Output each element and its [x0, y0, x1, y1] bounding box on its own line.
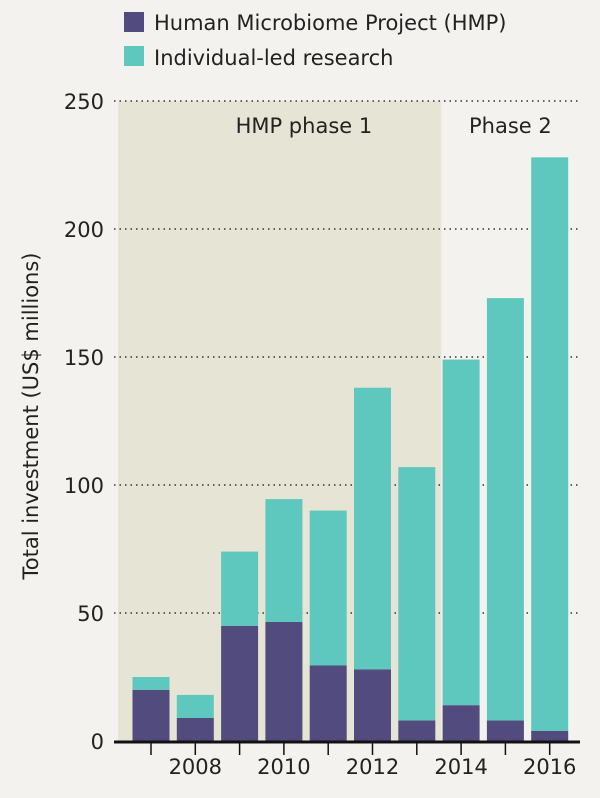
legend-swatch-individual [124, 46, 144, 66]
bar-individual-2013 [398, 467, 436, 721]
phase-1-label: HMP phase 1 [236, 114, 373, 138]
y-tick-label: 200 [64, 218, 104, 242]
bar-hmp-2012 [354, 669, 391, 741]
y-tick-label: 150 [64, 346, 104, 370]
bar-hmp-2007 [132, 689, 170, 741]
x-tick-label: 2012 [346, 755, 399, 779]
bar-hmp-2011 [309, 665, 347, 741]
bar-individual-2014 [442, 359, 480, 706]
bar-individual-2009 [221, 551, 259, 626]
bar-individual-2015 [486, 298, 524, 721]
bar-individual-2008 [176, 694, 214, 718]
bar-hmp-2010 [265, 621, 303, 741]
x-tick-label: 2008 [169, 755, 222, 779]
y-axis-label: Total investment (US$ millions) [19, 253, 43, 581]
y-tick-label: 50 [77, 602, 104, 626]
y-tick-label: 100 [64, 474, 104, 498]
bar-hmp-2014 [442, 705, 480, 741]
bar-hmp-2009 [221, 625, 259, 741]
legend-label-individual: Individual-led research [154, 46, 393, 70]
bar-hmp-2008 [176, 717, 214, 741]
bar-hmp-2013 [398, 720, 436, 741]
x-tick-label: 2014 [434, 755, 487, 779]
legend: Human Microbiome Project (HMP) Individua… [124, 11, 506, 70]
phase-2-label: Phase 2 [469, 114, 552, 138]
x-tick-label: 2010 [257, 755, 310, 779]
y-tick-label: 0 [91, 730, 104, 754]
bar-individual-2007 [132, 677, 170, 690]
bar-hmp-2016 [531, 730, 569, 741]
y-tick-label: 250 [64, 90, 104, 114]
x-tick-label: 2016 [523, 755, 576, 779]
bar-individual-2010 [265, 499, 303, 622]
bar-hmp-2015 [486, 720, 524, 741]
bar-individual-2011 [309, 510, 347, 666]
bar-individual-2012 [354, 387, 391, 670]
legend-label-hmp: Human Microbiome Project (HMP) [154, 11, 506, 35]
bar-individual-2016 [531, 157, 569, 731]
legend-swatch-hmp [124, 12, 144, 32]
